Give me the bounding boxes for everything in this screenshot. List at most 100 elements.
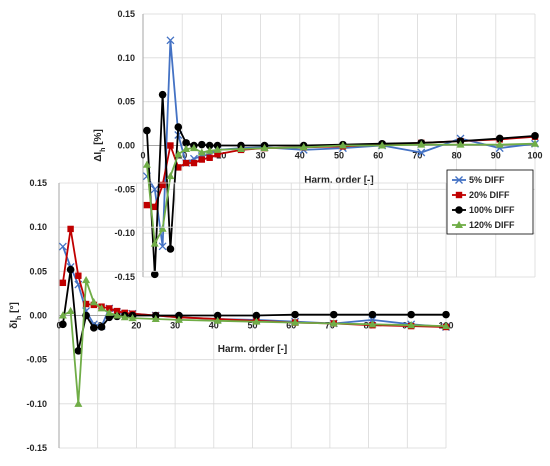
legend-marker <box>455 191 463 199</box>
data-point <box>151 314 160 323</box>
data-point <box>237 144 245 153</box>
data-point <box>407 310 415 319</box>
y-tick-label: 0.10 <box>29 222 47 232</box>
data-point <box>299 143 308 151</box>
data-point <box>82 300 90 308</box>
data-point <box>113 307 121 315</box>
data-point <box>66 265 75 274</box>
y-tick-label: 0.15 <box>29 178 47 188</box>
data-point <box>329 319 338 327</box>
y-tick-label: 0.00 <box>117 141 135 151</box>
data-point <box>97 323 106 331</box>
legend: 5% DIFF 20% DIFF 100% DIFF 120% DIFF <box>446 169 534 235</box>
data-point <box>67 225 74 233</box>
data-point <box>417 140 426 148</box>
y-tick-label: -0.05 <box>26 355 47 365</box>
data-point <box>213 141 222 150</box>
x-axis-label: Harm. order [-] <box>304 175 373 186</box>
data-point <box>407 321 416 329</box>
data-point <box>198 140 206 149</box>
data-point <box>158 242 167 251</box>
data-point <box>175 164 182 171</box>
data-point <box>158 224 167 232</box>
legend-marker <box>455 220 463 228</box>
data-point <box>166 171 175 180</box>
x-tick-label: 90 <box>491 151 501 161</box>
chart-2: 0.150.100.050.00-0.05-0.10-0.15 0 10 20 30 4… <box>9 178 454 453</box>
data-point <box>182 159 190 167</box>
y-tick-label: -0.10 <box>114 228 135 238</box>
data-point <box>368 320 377 328</box>
series-120-diff <box>58 275 450 407</box>
data-point <box>143 201 151 209</box>
legend-label: 20% DIFF <box>469 190 510 200</box>
x-tick-label: 100 <box>527 151 542 161</box>
data-point <box>174 315 183 323</box>
data-point <box>189 143 198 152</box>
data-point <box>158 90 167 99</box>
y-tick-label: 0.00 <box>29 311 47 321</box>
data-point <box>97 304 106 312</box>
data-point <box>166 245 175 253</box>
x-tick-label: 30 <box>170 321 180 331</box>
x-tick-label: 0 <box>140 151 145 161</box>
x-tick-label: 20 <box>131 321 141 331</box>
data-point <box>214 151 221 158</box>
data-point <box>252 317 261 325</box>
legend-entry: 120% DIFF <box>452 220 515 230</box>
x-tick-label: 30 <box>256 151 266 161</box>
data-point <box>150 185 159 194</box>
data-point <box>291 318 300 326</box>
data-point <box>417 148 426 157</box>
legend-entry: 100% DIFF <box>452 205 515 215</box>
data-point <box>167 142 174 149</box>
data-point <box>58 311 67 319</box>
data-point <box>82 275 91 284</box>
data-point <box>74 399 83 407</box>
x-axis-label: Harm. order [-] <box>218 344 287 355</box>
data-point <box>150 239 159 247</box>
data-point <box>90 324 98 332</box>
y-tick-label: -0.05 <box>114 184 135 194</box>
data-point <box>205 146 214 154</box>
y-tick-label: 0.15 <box>117 9 135 19</box>
series-120-diff <box>142 139 539 247</box>
x-tick-label: 70 <box>412 151 422 161</box>
legend-entry: 5% DIFF <box>452 175 505 185</box>
data-point <box>75 272 82 279</box>
data-point <box>205 141 214 150</box>
series-line <box>62 279 447 405</box>
x-tick-label: 80 <box>452 151 462 161</box>
x-tick-label: 40 <box>209 321 219 331</box>
data-point <box>89 298 98 306</box>
y-axis-label: δIh [°] <box>9 302 23 329</box>
data-point <box>206 154 213 161</box>
data-point <box>291 310 299 319</box>
y-tick-label: 0.10 <box>117 53 135 63</box>
data-point <box>58 242 67 251</box>
data-point <box>159 181 166 189</box>
data-point <box>128 313 137 322</box>
data-point <box>368 310 377 319</box>
x-tick-label: 40 <box>295 151 305 161</box>
data-point <box>142 160 151 168</box>
data-point <box>106 305 113 312</box>
data-point <box>442 321 450 330</box>
data-point <box>143 126 151 135</box>
data-point <box>174 123 183 131</box>
x-tick-label: 50 <box>334 151 344 161</box>
data-point <box>329 310 338 319</box>
x-tick-label: 50 <box>247 321 257 331</box>
legend-marker <box>455 176 463 184</box>
data-point <box>531 139 539 147</box>
y-tick-label: 0.05 <box>29 266 47 276</box>
legend-label: 100% DIFF <box>469 205 515 215</box>
x-tick-label: 0 <box>56 321 61 331</box>
data-point <box>190 159 198 167</box>
data-point <box>198 156 205 163</box>
y-axis-label: ΔIh [%] <box>93 129 107 162</box>
data-point <box>105 308 114 316</box>
legend-label: 5% DIFF <box>469 175 505 185</box>
data-point <box>442 310 450 319</box>
